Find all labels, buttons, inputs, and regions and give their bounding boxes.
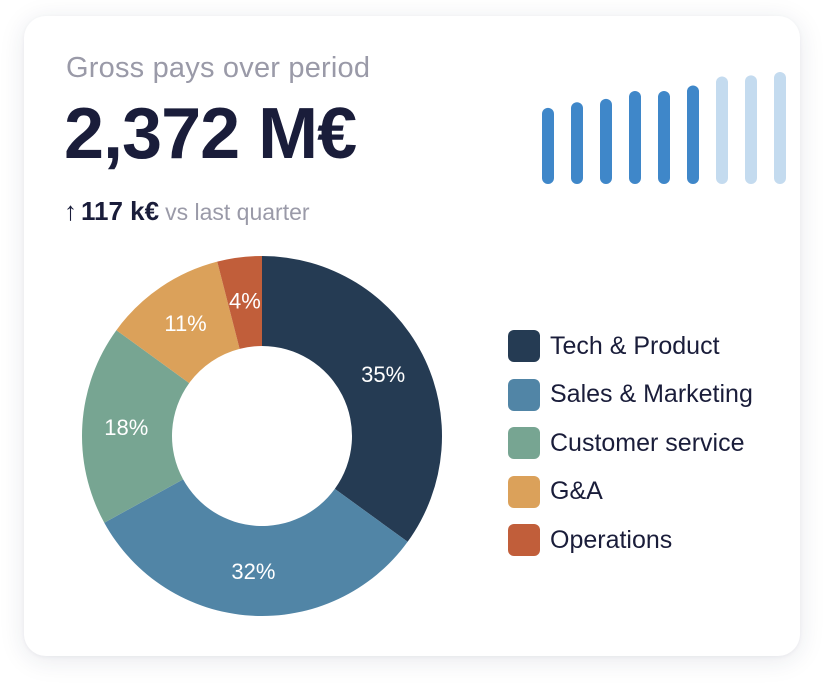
sparkline-bar [774,72,786,184]
legend-label: G&A [550,477,603,506]
slice-label: 35% [361,362,405,387]
legend-label: Tech & Product [550,331,720,360]
gross-pays-card: Gross pays over period 2,372 M€ ↑ 117 k€ v… [24,16,800,656]
sparkline-chart [542,72,786,184]
legend-label: Customer service [550,428,745,457]
legend-item: Operations [508,516,753,565]
donut-slice-2 [81,330,190,523]
legend-swatch [508,524,540,557]
legend-label: Operations [550,525,673,554]
legend-item: Sales & Marketing [508,371,753,420]
sparkline-bar [542,107,554,184]
legend-swatch [508,427,540,460]
sparkline-bar [687,85,699,184]
sparkline-bar [571,102,583,184]
sparkline-bar [629,91,641,184]
slice-label: 4% [229,289,261,314]
card-title: Gross pays over period [66,52,371,84]
slice-label: 11% [164,311,206,336]
donut-slice-3 [116,261,240,384]
legend-swatch [508,330,540,363]
legend-item: G&A [508,468,753,517]
slice-label: 32% [231,559,275,584]
chart-legend: Tech & Product Sales & Marketing Customer … [508,322,753,565]
arrow-up-icon: ↑ [64,196,77,226]
legend-label: Sales & Marketing [550,380,753,409]
legend-swatch [508,378,540,411]
legend-swatch [508,475,540,508]
legend-item: Tech & Product [508,322,753,371]
sparkline-bar [658,91,670,184]
donut-slice-4 [217,256,262,349]
sparkline-bar [600,98,612,184]
sparkline-bar [745,75,757,184]
slice-label: 18% [104,415,148,440]
legend-item: Customer service [508,419,753,468]
total-value: 2,372 M€ [64,94,357,174]
change-indicator: ↑ 117 k€ vs last quarter [64,196,310,227]
change-suffix: vs last quarter [165,199,310,225]
donut-slice-1 [104,479,408,616]
change-amount: 117 k€ [81,196,160,226]
donut-slice-0 [262,256,442,542]
donut-chart: 35% 32% 18% 11% 4% [81,256,442,616]
sparkline-bar [716,76,728,184]
